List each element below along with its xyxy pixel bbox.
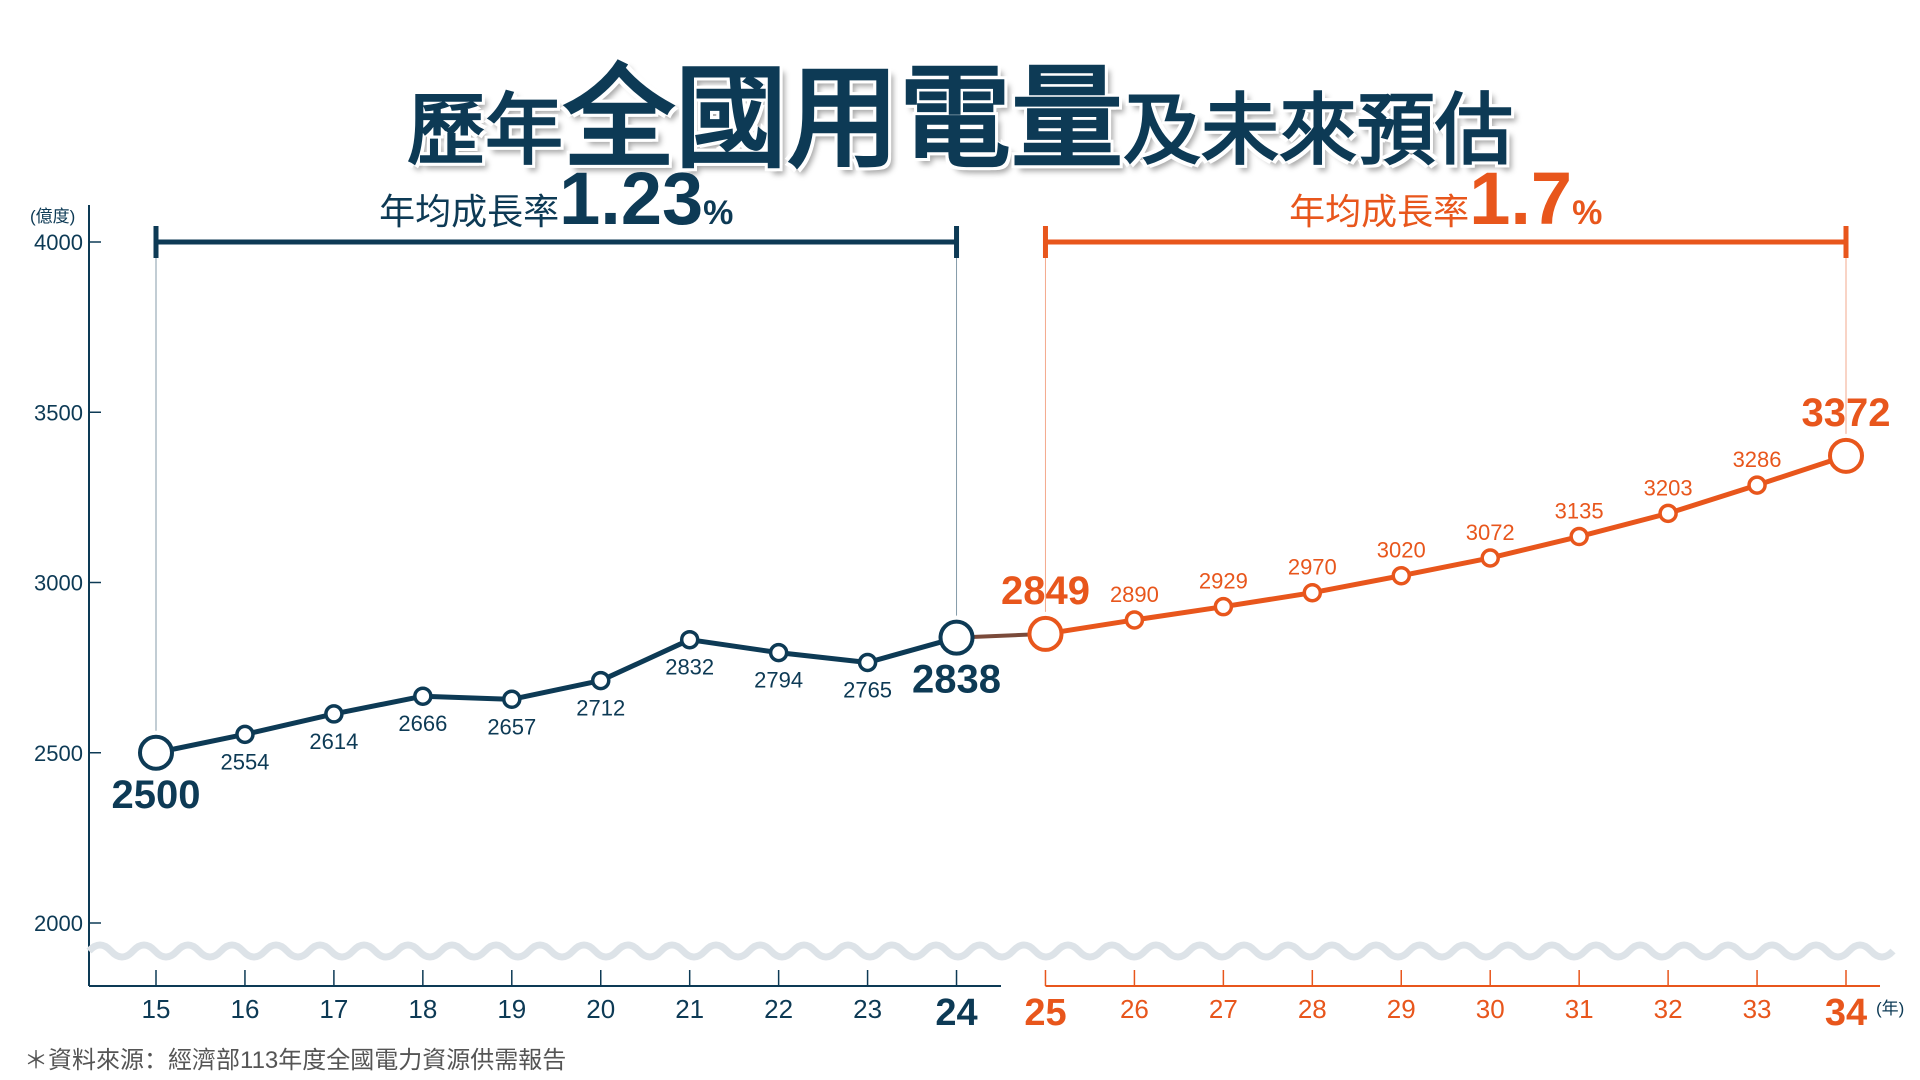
title-part2: 全國用電量 xyxy=(563,56,1123,181)
growth-unit: % xyxy=(703,194,733,232)
x-tick-label: 27 xyxy=(1209,994,1238,1024)
data-point xyxy=(324,704,344,724)
data-point xyxy=(1747,475,1767,495)
data-label: 2838 xyxy=(912,658,1001,702)
x-tick-label: 26 xyxy=(1120,994,1149,1024)
data-point xyxy=(1391,565,1412,586)
x-tick-label: 32 xyxy=(1654,994,1683,1024)
axis-break-wave xyxy=(86,941,1896,961)
data-point xyxy=(1027,615,1064,652)
data-label: 2794 xyxy=(754,668,803,693)
data-label: 2657 xyxy=(487,714,536,739)
title-part1: 歷年 xyxy=(406,86,563,174)
x-tick-label: 31 xyxy=(1565,994,1594,1024)
data-label: 3372 xyxy=(1802,391,1891,435)
data-point xyxy=(857,652,878,673)
data-label: 2614 xyxy=(309,729,358,754)
historical-line xyxy=(155,635,958,756)
data-point xyxy=(1480,548,1500,568)
growth-value: 1.7 xyxy=(1469,157,1572,240)
data-point xyxy=(235,724,255,745)
data-point xyxy=(502,689,522,710)
data-label: 2929 xyxy=(1199,569,1248,594)
data-point xyxy=(1569,526,1589,547)
data-point xyxy=(1213,596,1234,617)
data-label: 2970 xyxy=(1288,555,1337,580)
x-tick-label: 33 xyxy=(1743,994,1772,1024)
x-axis-unit: (年) xyxy=(1876,999,1904,1018)
growth-rate-annotation: 年均成長率1.7% xyxy=(1289,157,1602,240)
x-tick-label: 19 xyxy=(497,994,526,1024)
x-tick-label: 34 xyxy=(1825,992,1867,1034)
y-tick-label: 3000 xyxy=(34,571,83,596)
data-label: 2849 xyxy=(1001,569,1090,613)
data-label: 2890 xyxy=(1110,582,1159,607)
x-tick-label: 24 xyxy=(935,992,977,1034)
x-tick-label: 25 xyxy=(1024,992,1066,1034)
source-note: ＊資料來源：經濟部113年度全國電力資源供需報告 xyxy=(24,1047,567,1074)
data-point xyxy=(138,734,174,771)
y-tick-label: 4000 xyxy=(34,230,83,255)
data-label: 2554 xyxy=(220,749,269,774)
growth-unit: % xyxy=(1572,194,1602,232)
data-point xyxy=(1658,503,1678,524)
data-point xyxy=(1124,610,1145,630)
data-point xyxy=(938,619,975,656)
x-tick-label: 30 xyxy=(1476,994,1505,1024)
data-label: 2666 xyxy=(398,711,447,736)
data-point xyxy=(590,670,611,691)
y-axis-unit: (億度) xyxy=(30,207,75,226)
x-tick-label: 21 xyxy=(675,994,704,1024)
data-label: 2832 xyxy=(665,655,714,680)
growth-label: 年均成長率 xyxy=(379,191,559,232)
data-label: 2765 xyxy=(843,678,892,703)
x-tick-label: 20 xyxy=(586,994,615,1024)
y-tick-label: 2000 xyxy=(34,911,83,936)
x-tick-label: 23 xyxy=(853,994,882,1024)
y-tick-label: 3500 xyxy=(34,400,83,425)
growth-label: 年均成長率 xyxy=(1289,191,1469,232)
x-tick-label: 18 xyxy=(408,994,437,1024)
growth-rate-annotation: 年均成長率1.23% xyxy=(379,157,733,240)
data-point xyxy=(1828,437,1864,474)
x-tick-label: 22 xyxy=(764,994,793,1024)
y-tick-label: 2500 xyxy=(34,741,83,766)
x-tick-label: 15 xyxy=(142,994,171,1024)
data-label: 2712 xyxy=(576,696,625,721)
data-label: 3072 xyxy=(1466,520,1515,545)
x-tick-label: 17 xyxy=(319,994,348,1024)
x-tick-label: 16 xyxy=(230,994,259,1024)
chart-title: 歷年全國用電量及未來預估 xyxy=(0,28,1920,190)
title-part3: 及未來預估 xyxy=(1123,86,1514,174)
data-label: 3020 xyxy=(1377,538,1426,563)
forecast-line xyxy=(1045,453,1847,637)
data-point xyxy=(768,642,789,663)
data-label: 3135 xyxy=(1555,499,1604,524)
x-tick-label: 29 xyxy=(1387,994,1416,1024)
data-label: 3286 xyxy=(1733,447,1782,472)
data-point xyxy=(1302,582,1323,603)
growth-value: 1.23 xyxy=(559,157,703,240)
x-tick-label: 28 xyxy=(1298,994,1327,1024)
data-label: 3203 xyxy=(1644,475,1693,500)
data-point xyxy=(413,686,433,706)
data-label: 2500 xyxy=(112,773,201,817)
data-point xyxy=(679,629,700,650)
